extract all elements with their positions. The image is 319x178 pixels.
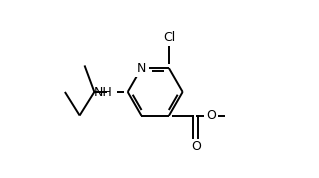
Text: O: O bbox=[191, 140, 201, 153]
Text: N: N bbox=[137, 62, 146, 75]
Text: Cl: Cl bbox=[163, 31, 175, 44]
Text: O: O bbox=[206, 109, 216, 122]
Text: NH: NH bbox=[93, 87, 112, 100]
